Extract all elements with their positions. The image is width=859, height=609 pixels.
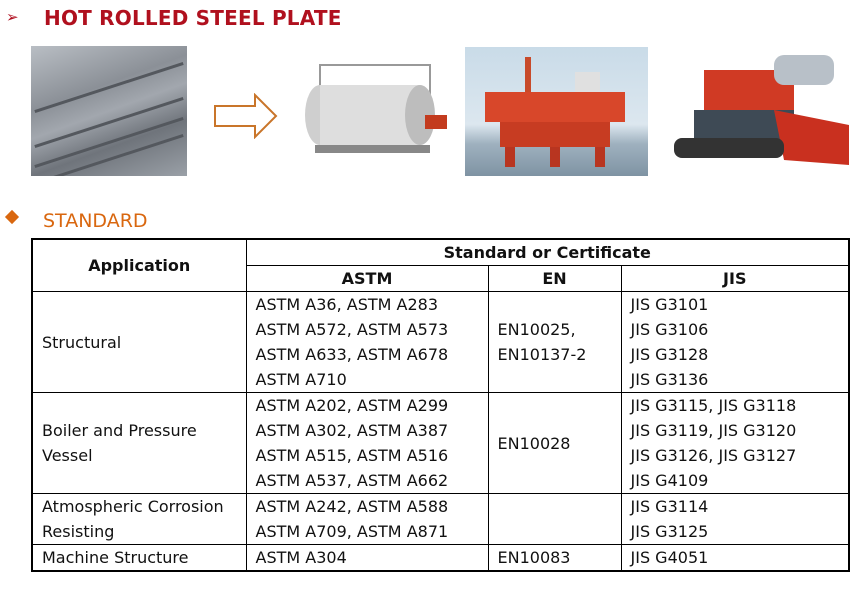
- jis-cell: JIS G3101 JIS G3106 JIS G3128 JIS G3136: [620, 291, 850, 393]
- astm-cell-line: ASTM A572, ASTM A573: [255, 320, 449, 339]
- application-cell: Machine Structure: [31, 544, 247, 572]
- en-cell: EN10025, EN10137-2: [487, 291, 622, 393]
- application-header: Application: [31, 238, 247, 292]
- jis-cell-line: JIS G3126, JIS G3127: [630, 446, 797, 465]
- table-row: Boiler and Pressure Vessel ASTM A202, ASTM…: [31, 392, 850, 494]
- astm-cell-line: ASTM A710: [255, 370, 347, 389]
- astm-cell: ASTM A304: [245, 544, 489, 572]
- astm-cell-line: ASTM A202, ASTM A299: [255, 396, 449, 415]
- harvester-image: [674, 55, 849, 165]
- astm-cell-line: ASTM A633, ASTM A678: [255, 345, 449, 364]
- application-cell-line: Boiler and Pressure: [42, 421, 197, 440]
- application-cell: Boiler and Pressure Vessel: [31, 392, 247, 494]
- standards-table: Application Standard or Certificate ASTM…: [31, 238, 850, 572]
- jis-cell-line: JIS G3125: [630, 522, 709, 541]
- application-cell: Atmospheric Corrosion Resisting: [31, 493, 247, 545]
- en-cell-line: EN10025,: [497, 320, 576, 339]
- jis-cell-line: JIS G4051: [630, 548, 709, 567]
- diamond-bullet-icon: [4, 209, 20, 225]
- astm-cell-line: ASTM A302, ASTM A387: [255, 421, 449, 440]
- arrow-bullet-icon: ➢: [6, 8, 19, 26]
- astm-cell-line: ASTM A36, ASTM A283: [255, 295, 439, 314]
- en-cell-line: EN10083: [497, 548, 571, 567]
- offshore-platform-image: [465, 47, 648, 176]
- jis-cell-line: JIS G3106: [630, 320, 709, 339]
- application-cell-line: Vessel: [42, 446, 93, 465]
- application-cell: Structural: [31, 291, 247, 393]
- en-cell: EN10083: [487, 544, 622, 572]
- astm-cell: ASTM A36, ASTM A283 ASTM A572, ASTM A573 A…: [245, 291, 489, 393]
- jis-cell-line: JIS G3115, JIS G3118: [630, 396, 797, 415]
- jis-cell-line: JIS G3136: [630, 370, 709, 389]
- jis-cell: JIS G3114 JIS G3125: [620, 493, 850, 545]
- table-row: Structural ASTM A36, ASTM A283 ASTM A572, …: [31, 291, 850, 393]
- table-row: Atmospheric Corrosion Resisting ASTM A242,…: [31, 493, 850, 545]
- en-cell: EN10028: [487, 392, 622, 494]
- en-cell: [487, 493, 622, 545]
- jis-cell-line: JIS G3119, JIS G3120: [630, 421, 797, 440]
- jis-header: JIS: [620, 265, 850, 292]
- jis-cell-line: JIS G3128: [630, 345, 709, 364]
- en-header: EN: [487, 265, 622, 292]
- jis-cell: JIS G3115, JIS G3118 JIS G3119, JIS G3120…: [620, 392, 850, 494]
- jis-cell-line: JIS G3114: [630, 497, 709, 516]
- right-arrow-icon: [214, 93, 278, 139]
- jis-cell-line: JIS G3101: [630, 295, 709, 314]
- boiler-image: [305, 64, 447, 153]
- astm-cell: ASTM A242, ASTM A588 ASTM A709, ASTM A871: [245, 493, 489, 545]
- astm-cell-line: ASTM A515, ASTM A516: [255, 446, 449, 465]
- page-title: HOT ROLLED STEEL PLATE: [44, 6, 342, 30]
- astm-cell-line: ASTM A242, ASTM A588: [255, 497, 449, 516]
- application-cell-line: Machine Structure: [42, 548, 189, 567]
- en-cell-line: EN10028: [497, 433, 571, 453]
- application-cell-line: Resisting: [42, 522, 115, 541]
- section-title: STANDARD: [43, 210, 148, 232]
- jis-cell-line: JIS G4109: [630, 471, 709, 490]
- en-cell-line: EN10137-2: [497, 345, 587, 364]
- application-cell-line: Structural: [42, 332, 122, 352]
- application-cell-line: Atmospheric Corrosion: [42, 497, 224, 516]
- astm-cell: ASTM A202, ASTM A299 ASTM A302, ASTM A387…: [245, 392, 489, 494]
- jis-cell: JIS G4051: [620, 544, 850, 572]
- steel-plates-image: [31, 46, 187, 176]
- astm-cell-line: ASTM A304: [255, 548, 347, 567]
- astm-cell-line: ASTM A709, ASTM A871: [255, 522, 449, 541]
- astm-cell-line: ASTM A537, ASTM A662: [255, 471, 449, 490]
- astm-header: ASTM: [245, 265, 489, 292]
- standard-group-header: Standard or Certificate: [245, 238, 850, 266]
- table-row: Machine Structure ASTM A304 EN10083 JIS G40…: [31, 544, 850, 572]
